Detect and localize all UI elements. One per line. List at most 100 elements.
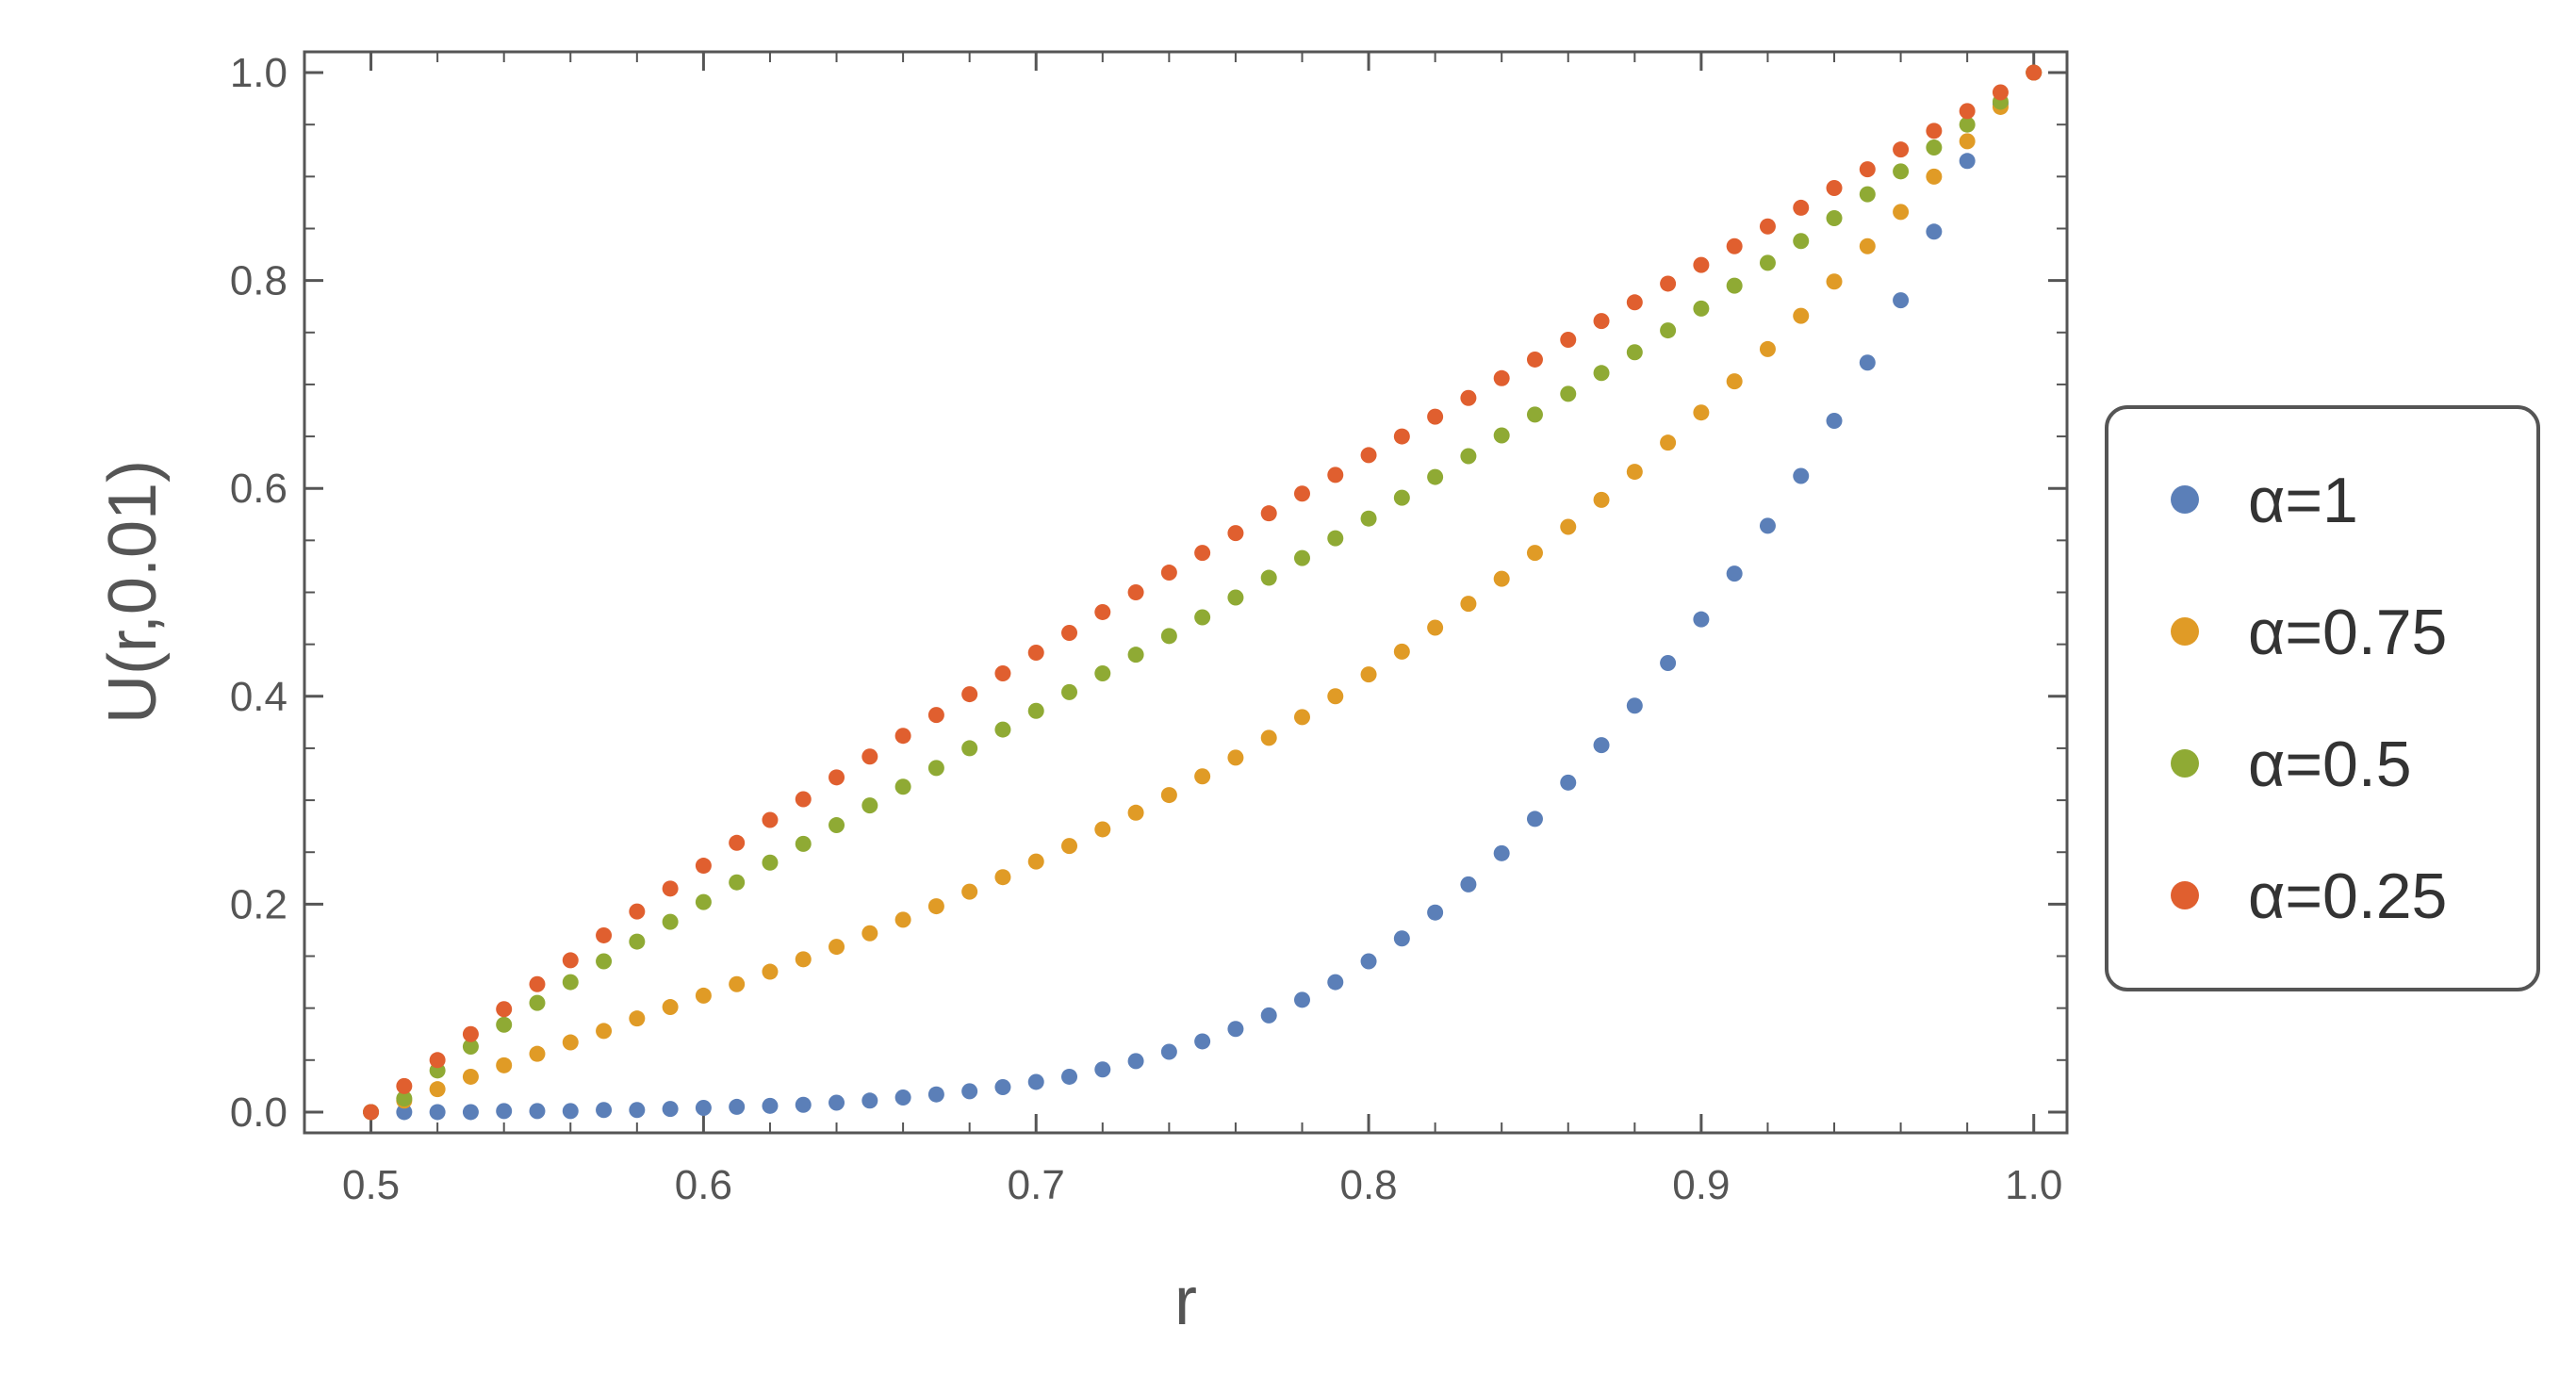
data-point xyxy=(1793,233,1810,250)
data-point xyxy=(1893,163,1910,180)
data-point xyxy=(1593,365,1610,382)
data-point xyxy=(662,999,679,1016)
y-tick-label: 0.6 xyxy=(230,466,287,512)
data-point xyxy=(1493,369,1510,386)
data-point xyxy=(1893,204,1910,221)
data-point xyxy=(795,951,812,968)
data-point xyxy=(1061,625,1078,642)
data-point xyxy=(462,1038,479,1055)
legend-label: α=0.75 xyxy=(2248,597,2447,668)
data-point xyxy=(894,911,911,928)
data-point xyxy=(1427,904,1444,921)
data-point xyxy=(396,1090,413,1107)
data-point xyxy=(1859,161,1876,178)
data-point xyxy=(695,1100,712,1117)
data-point xyxy=(662,1101,679,1118)
data-point xyxy=(762,811,779,828)
data-points xyxy=(363,64,2043,1121)
data-point xyxy=(1959,133,1976,150)
data-point xyxy=(829,817,845,834)
data-point xyxy=(994,1078,1011,1095)
data-point xyxy=(1427,619,1444,636)
data-point xyxy=(1660,654,1677,671)
data-point xyxy=(1227,749,1244,766)
data-point xyxy=(994,665,1011,682)
data-point xyxy=(496,1103,513,1120)
data-point xyxy=(1959,103,1976,120)
data-point xyxy=(1260,1007,1277,1024)
data-point xyxy=(1293,549,1310,566)
data-point xyxy=(2026,64,2043,81)
data-point xyxy=(1726,565,1743,582)
data-point xyxy=(1626,294,1643,311)
x-tick-label: 0.8 xyxy=(1339,1162,1397,1208)
data-point xyxy=(1360,510,1377,527)
data-point xyxy=(1427,408,1444,425)
legend-marker xyxy=(2171,749,2199,778)
data-point xyxy=(1826,209,1843,226)
data-point xyxy=(1061,683,1078,700)
data-point xyxy=(1560,518,1577,535)
data-point xyxy=(1127,584,1144,600)
legend-label: α=0.25 xyxy=(2248,860,2447,932)
data-point xyxy=(1227,1021,1244,1038)
data-point xyxy=(529,975,546,992)
y-tick-label: 1.0 xyxy=(230,50,287,96)
data-point xyxy=(695,893,712,910)
data-point xyxy=(1327,530,1344,547)
data-point xyxy=(562,974,579,991)
data-point xyxy=(894,778,911,795)
data-point xyxy=(562,1103,579,1120)
legend-label: α=1 xyxy=(2248,465,2358,536)
data-point xyxy=(894,1089,911,1106)
data-point xyxy=(1127,647,1144,663)
data-point xyxy=(1693,404,1710,421)
data-point xyxy=(1759,254,1776,271)
data-point xyxy=(529,994,546,1011)
data-point xyxy=(1726,277,1743,294)
data-point xyxy=(1094,665,1111,682)
data-point xyxy=(396,1104,413,1121)
data-point xyxy=(1560,774,1577,791)
data-point xyxy=(1926,123,1943,139)
data-point xyxy=(1293,991,1310,1008)
data-point xyxy=(1293,709,1310,726)
data-point xyxy=(1061,838,1078,855)
data-point xyxy=(629,1102,646,1119)
axis-ticks xyxy=(304,52,2067,1133)
data-point xyxy=(861,925,878,942)
data-point xyxy=(1260,505,1277,522)
data-point xyxy=(795,835,812,852)
data-point xyxy=(1626,464,1643,481)
data-point xyxy=(762,854,779,871)
data-point xyxy=(1393,428,1410,445)
data-point xyxy=(1360,953,1377,970)
data-point xyxy=(1826,273,1843,290)
data-point xyxy=(562,1034,579,1051)
data-point xyxy=(1593,313,1610,330)
data-point xyxy=(994,721,1011,738)
data-point xyxy=(1360,666,1377,683)
data-point xyxy=(1194,768,1211,785)
data-point xyxy=(1327,688,1344,705)
data-point xyxy=(1826,413,1843,430)
data-point xyxy=(462,1068,479,1085)
data-point xyxy=(1926,223,1943,240)
data-point xyxy=(1826,179,1843,196)
data-point xyxy=(1893,141,1910,158)
data-point xyxy=(795,1096,812,1113)
legend-marker xyxy=(2171,881,2199,909)
data-point xyxy=(1626,697,1643,714)
data-point xyxy=(596,1023,613,1040)
data-point xyxy=(1693,256,1710,273)
data-point xyxy=(529,1103,546,1120)
data-point xyxy=(994,869,1011,886)
data-point xyxy=(1726,238,1743,254)
data-point xyxy=(729,1098,746,1115)
data-point xyxy=(1260,569,1277,586)
data-point xyxy=(1393,930,1410,947)
legend: α=1 α=0.75 α=0.5 α=0.25 xyxy=(2105,405,2540,991)
data-point xyxy=(1693,611,1710,628)
data-point xyxy=(762,1097,779,1114)
legend-box xyxy=(2105,405,2540,991)
